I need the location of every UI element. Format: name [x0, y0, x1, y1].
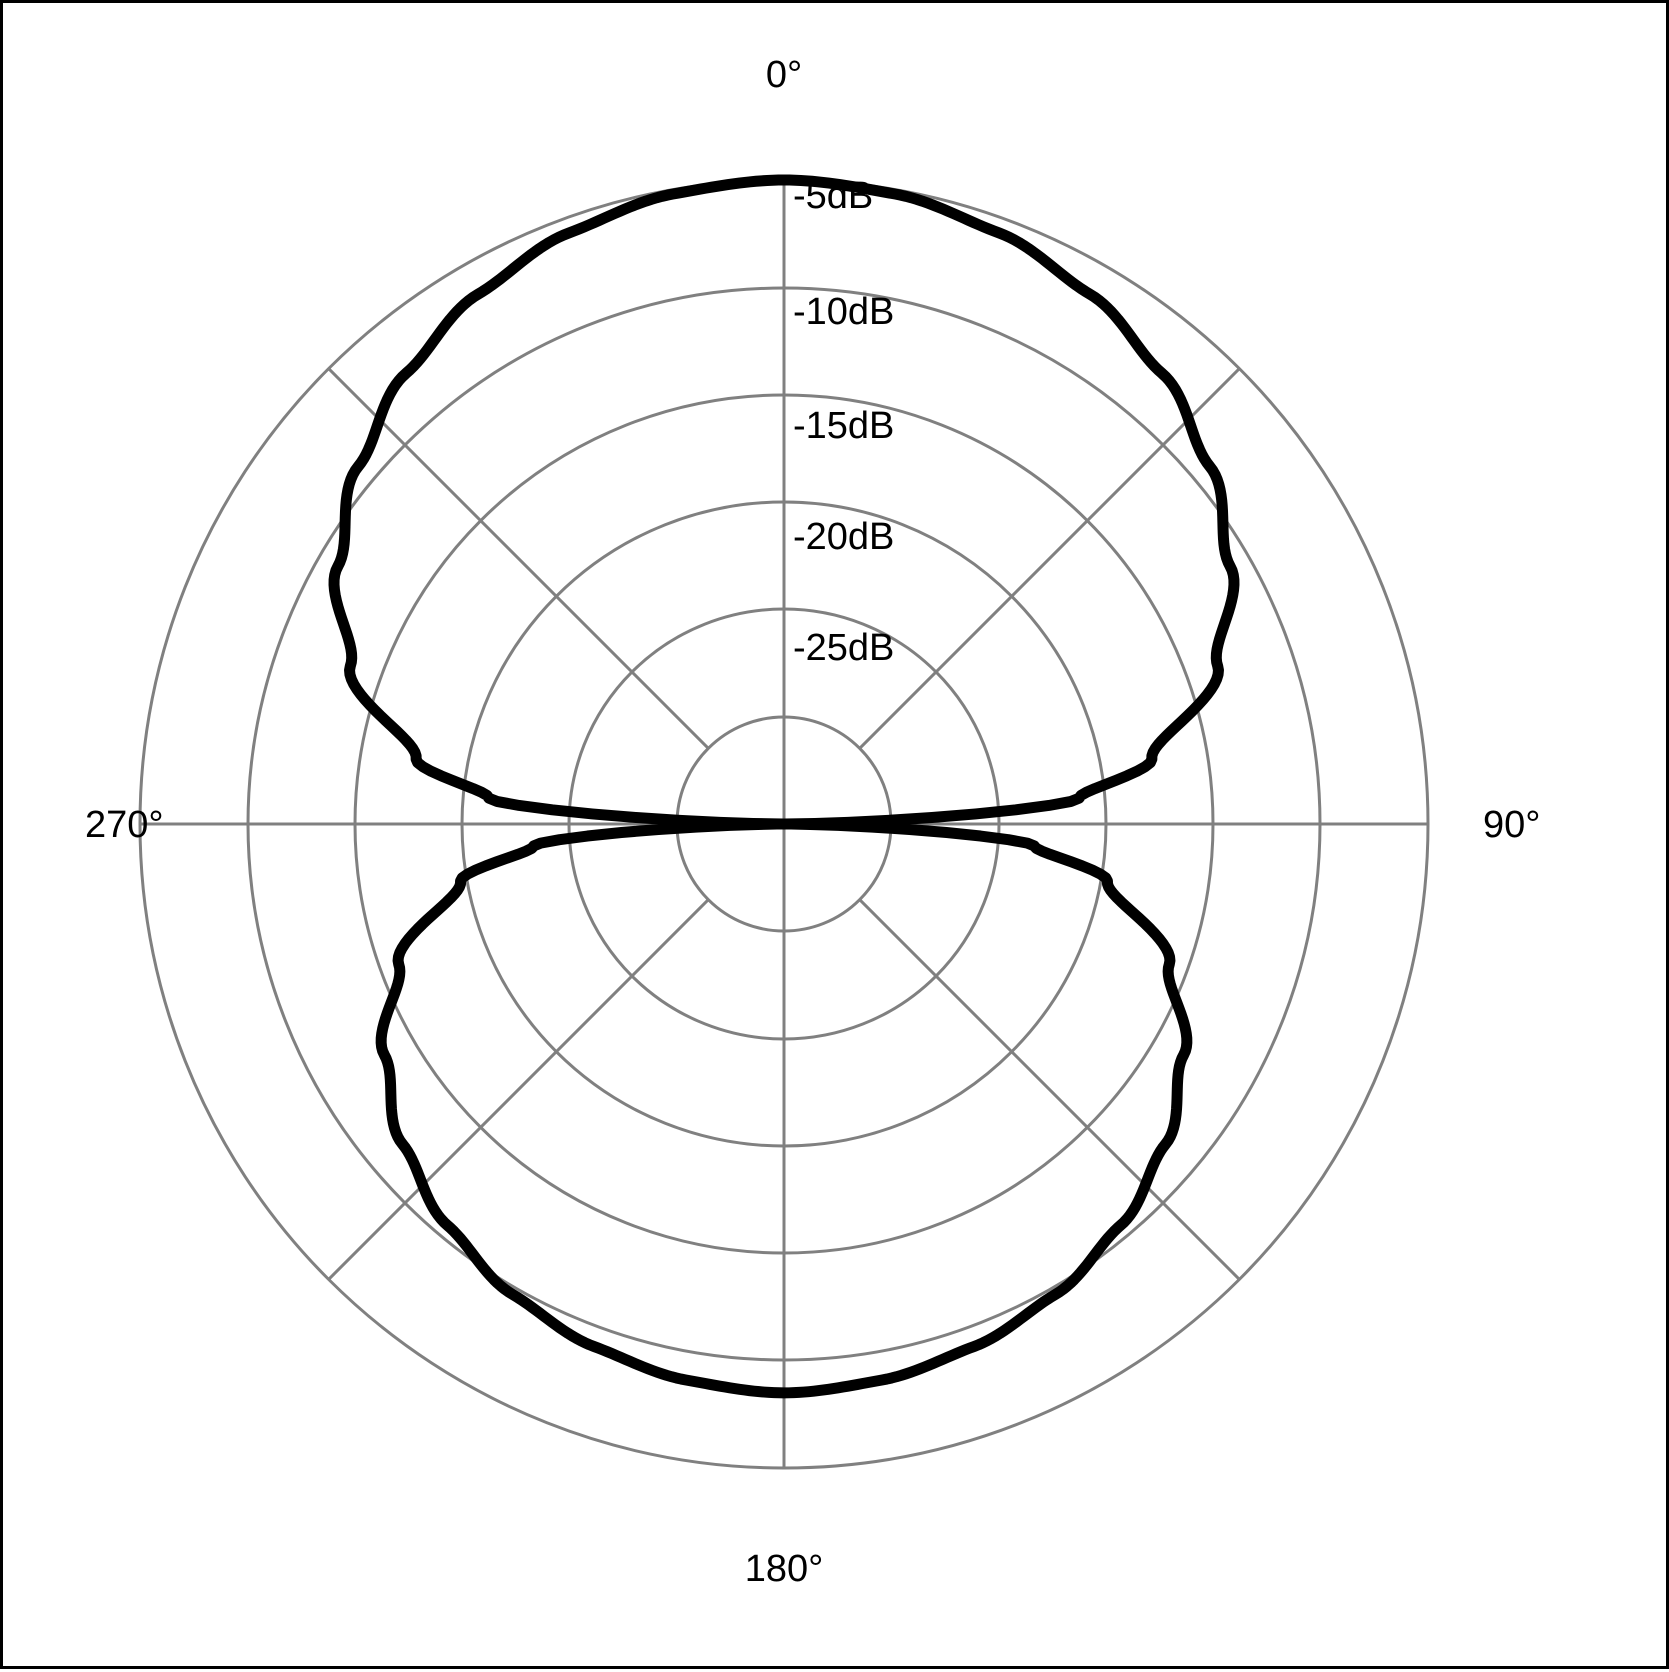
radial-label-minus-25db: -25dB [793, 627, 894, 669]
angle-tick-labels: 0° 90° 180° 270° [85, 54, 1540, 1590]
grid-spoke-225 [327, 898, 710, 1281]
polar-grid [138, 178, 1430, 1470]
pattern-curve-group [328, 174, 1240, 1399]
grid-spoke-315 [327, 367, 710, 750]
grid-spoke-45 [858, 367, 1241, 750]
radial-label-minus-10db: -10dB [793, 291, 894, 333]
angle-label-0: 0° [766, 54, 802, 96]
radial-tick-labels: -5dB -10dB -15dB -20dB -25dB [793, 175, 894, 669]
angle-label-180: 180° [745, 1548, 824, 1590]
angle-label-90: 90° [1483, 804, 1540, 846]
angle-label-270: 270° [85, 804, 164, 846]
grid-spoke-135 [858, 898, 1241, 1281]
radial-label-minus-20db: -20dB [793, 516, 894, 558]
radial-label-minus-5db: -5dB [793, 175, 873, 217]
polar-pattern-curve [328, 174, 1240, 1399]
radial-label-minus-15db: -15dB [793, 405, 894, 447]
polar-chart-canvas: -5dB -10dB -15dB -20dB -25dB 0° 90° 180°… [85, 54, 1540, 1590]
